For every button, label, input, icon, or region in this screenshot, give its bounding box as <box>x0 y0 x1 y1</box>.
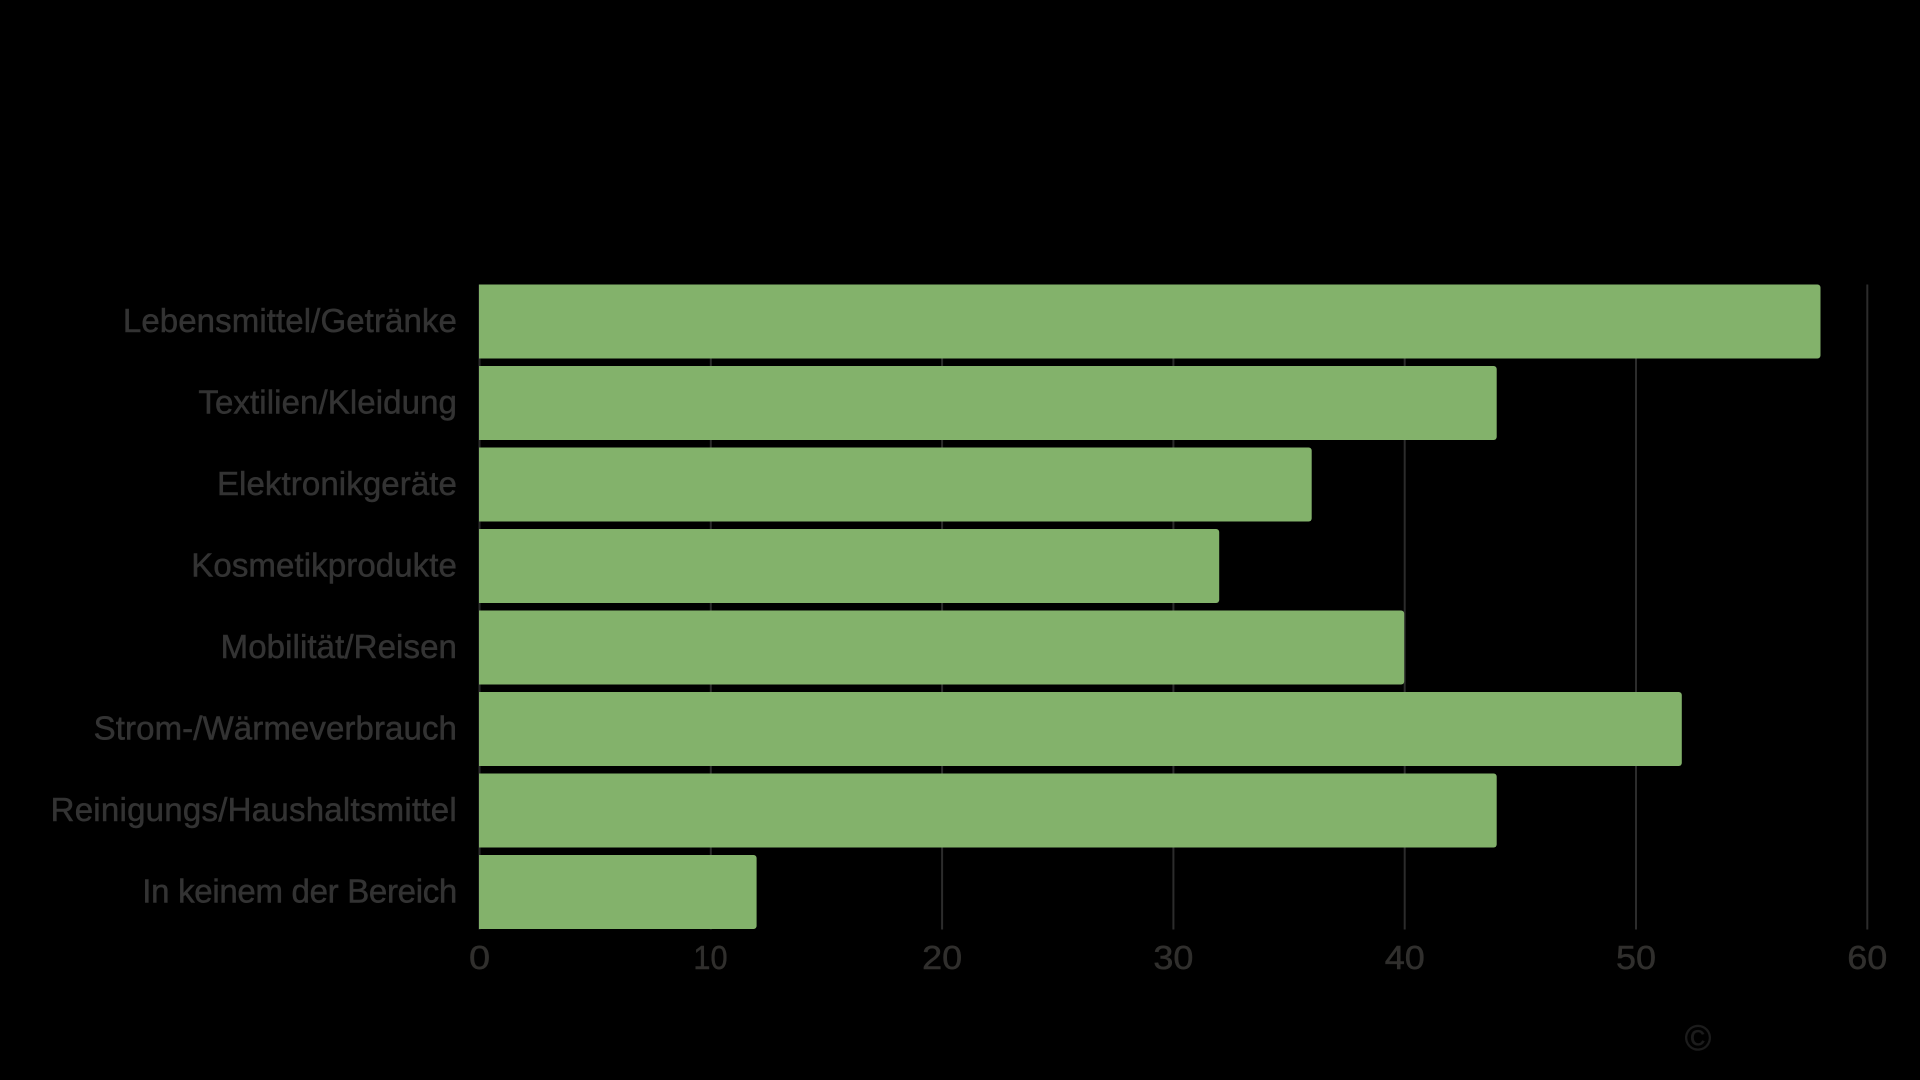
svg-text:60: 60 <box>1847 941 1887 977</box>
svg-text:Mobilität/Reisen: Mobilität/Reisen <box>221 628 457 665</box>
svg-text:In keinem der Bereich: In keinem der Bereich <box>142 873 457 910</box>
svg-text:Strom-/Wärmeverbrauch: Strom-/Wärmeverbrauch <box>94 710 457 747</box>
svg-text:20: 20 <box>922 941 962 977</box>
svg-text:10: 10 <box>693 939 727 976</box>
svg-text:Kosmetikprodukte: Kosmetikprodukte <box>191 547 457 584</box>
svg-text:Textilien/Kleidung: Textilien/Kleidung <box>198 384 457 421</box>
svg-text:Lebensmittel/Getränke: Lebensmittel/Getränke <box>123 302 457 339</box>
svg-text:Elektronikgeräte: Elektronikgeräte <box>217 465 457 502</box>
svg-text:30: 30 <box>1153 941 1193 977</box>
svg-text:©: © <box>1685 1017 1712 1058</box>
svg-text:0: 0 <box>469 940 490 977</box>
svg-text:Reinigungs/Haushaltsmittel: Reinigungs/Haushaltsmittel <box>51 791 457 828</box>
svg-text:40: 40 <box>1385 941 1425 977</box>
svg-text:50: 50 <box>1616 941 1656 977</box>
